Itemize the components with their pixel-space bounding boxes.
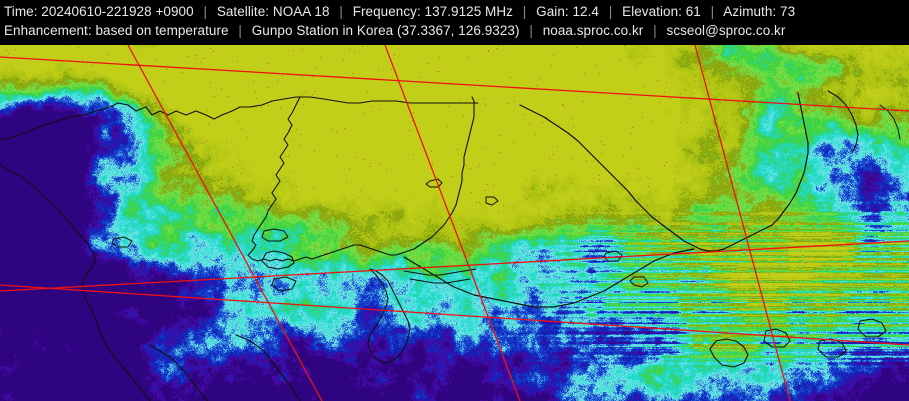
separator-icon: | <box>710 4 715 19</box>
separator-icon: | <box>339 4 343 19</box>
meta-frequency: Frequency: 137.9125 MHz <box>352 4 513 19</box>
satellite-image <box>0 45 909 401</box>
separator-icon: | <box>608 4 613 19</box>
meta-enhancement: Enhancement: based on temperature <box>4 23 229 38</box>
meta-station: Gunpo Station in Korea (37.3367, 126.932… <box>251 23 520 38</box>
meta-email[interactable]: scseol@sproc.co.kr <box>666 23 786 38</box>
metadata-header: Time: 20240610-221928 +0900 | Satellite:… <box>0 0 909 45</box>
meta-time: Time: 20240610-221928 +0900 <box>4 4 194 19</box>
meta-azimuth: Azimuth: 73 <box>723 4 796 19</box>
separator-icon: | <box>653 23 657 38</box>
separator-icon: | <box>238 23 242 38</box>
separator-icon: | <box>522 4 527 19</box>
meta-elevation: Elevation: 61 <box>622 4 701 19</box>
metadata-line-2: Enhancement: based on temperature | Gunp… <box>4 21 909 40</box>
satellite-image-canvas <box>0 45 909 401</box>
separator-icon: | <box>529 23 533 38</box>
meta-satellite: Satellite: NOAA 18 <box>216 4 330 19</box>
meta-website[interactable]: noaa.sproc.co.kr <box>542 23 644 38</box>
meta-gain: Gain: 12.4 <box>536 4 599 19</box>
metadata-line-1: Time: 20240610-221928 +0900 | Satellite:… <box>4 2 909 21</box>
separator-icon: | <box>203 4 207 19</box>
